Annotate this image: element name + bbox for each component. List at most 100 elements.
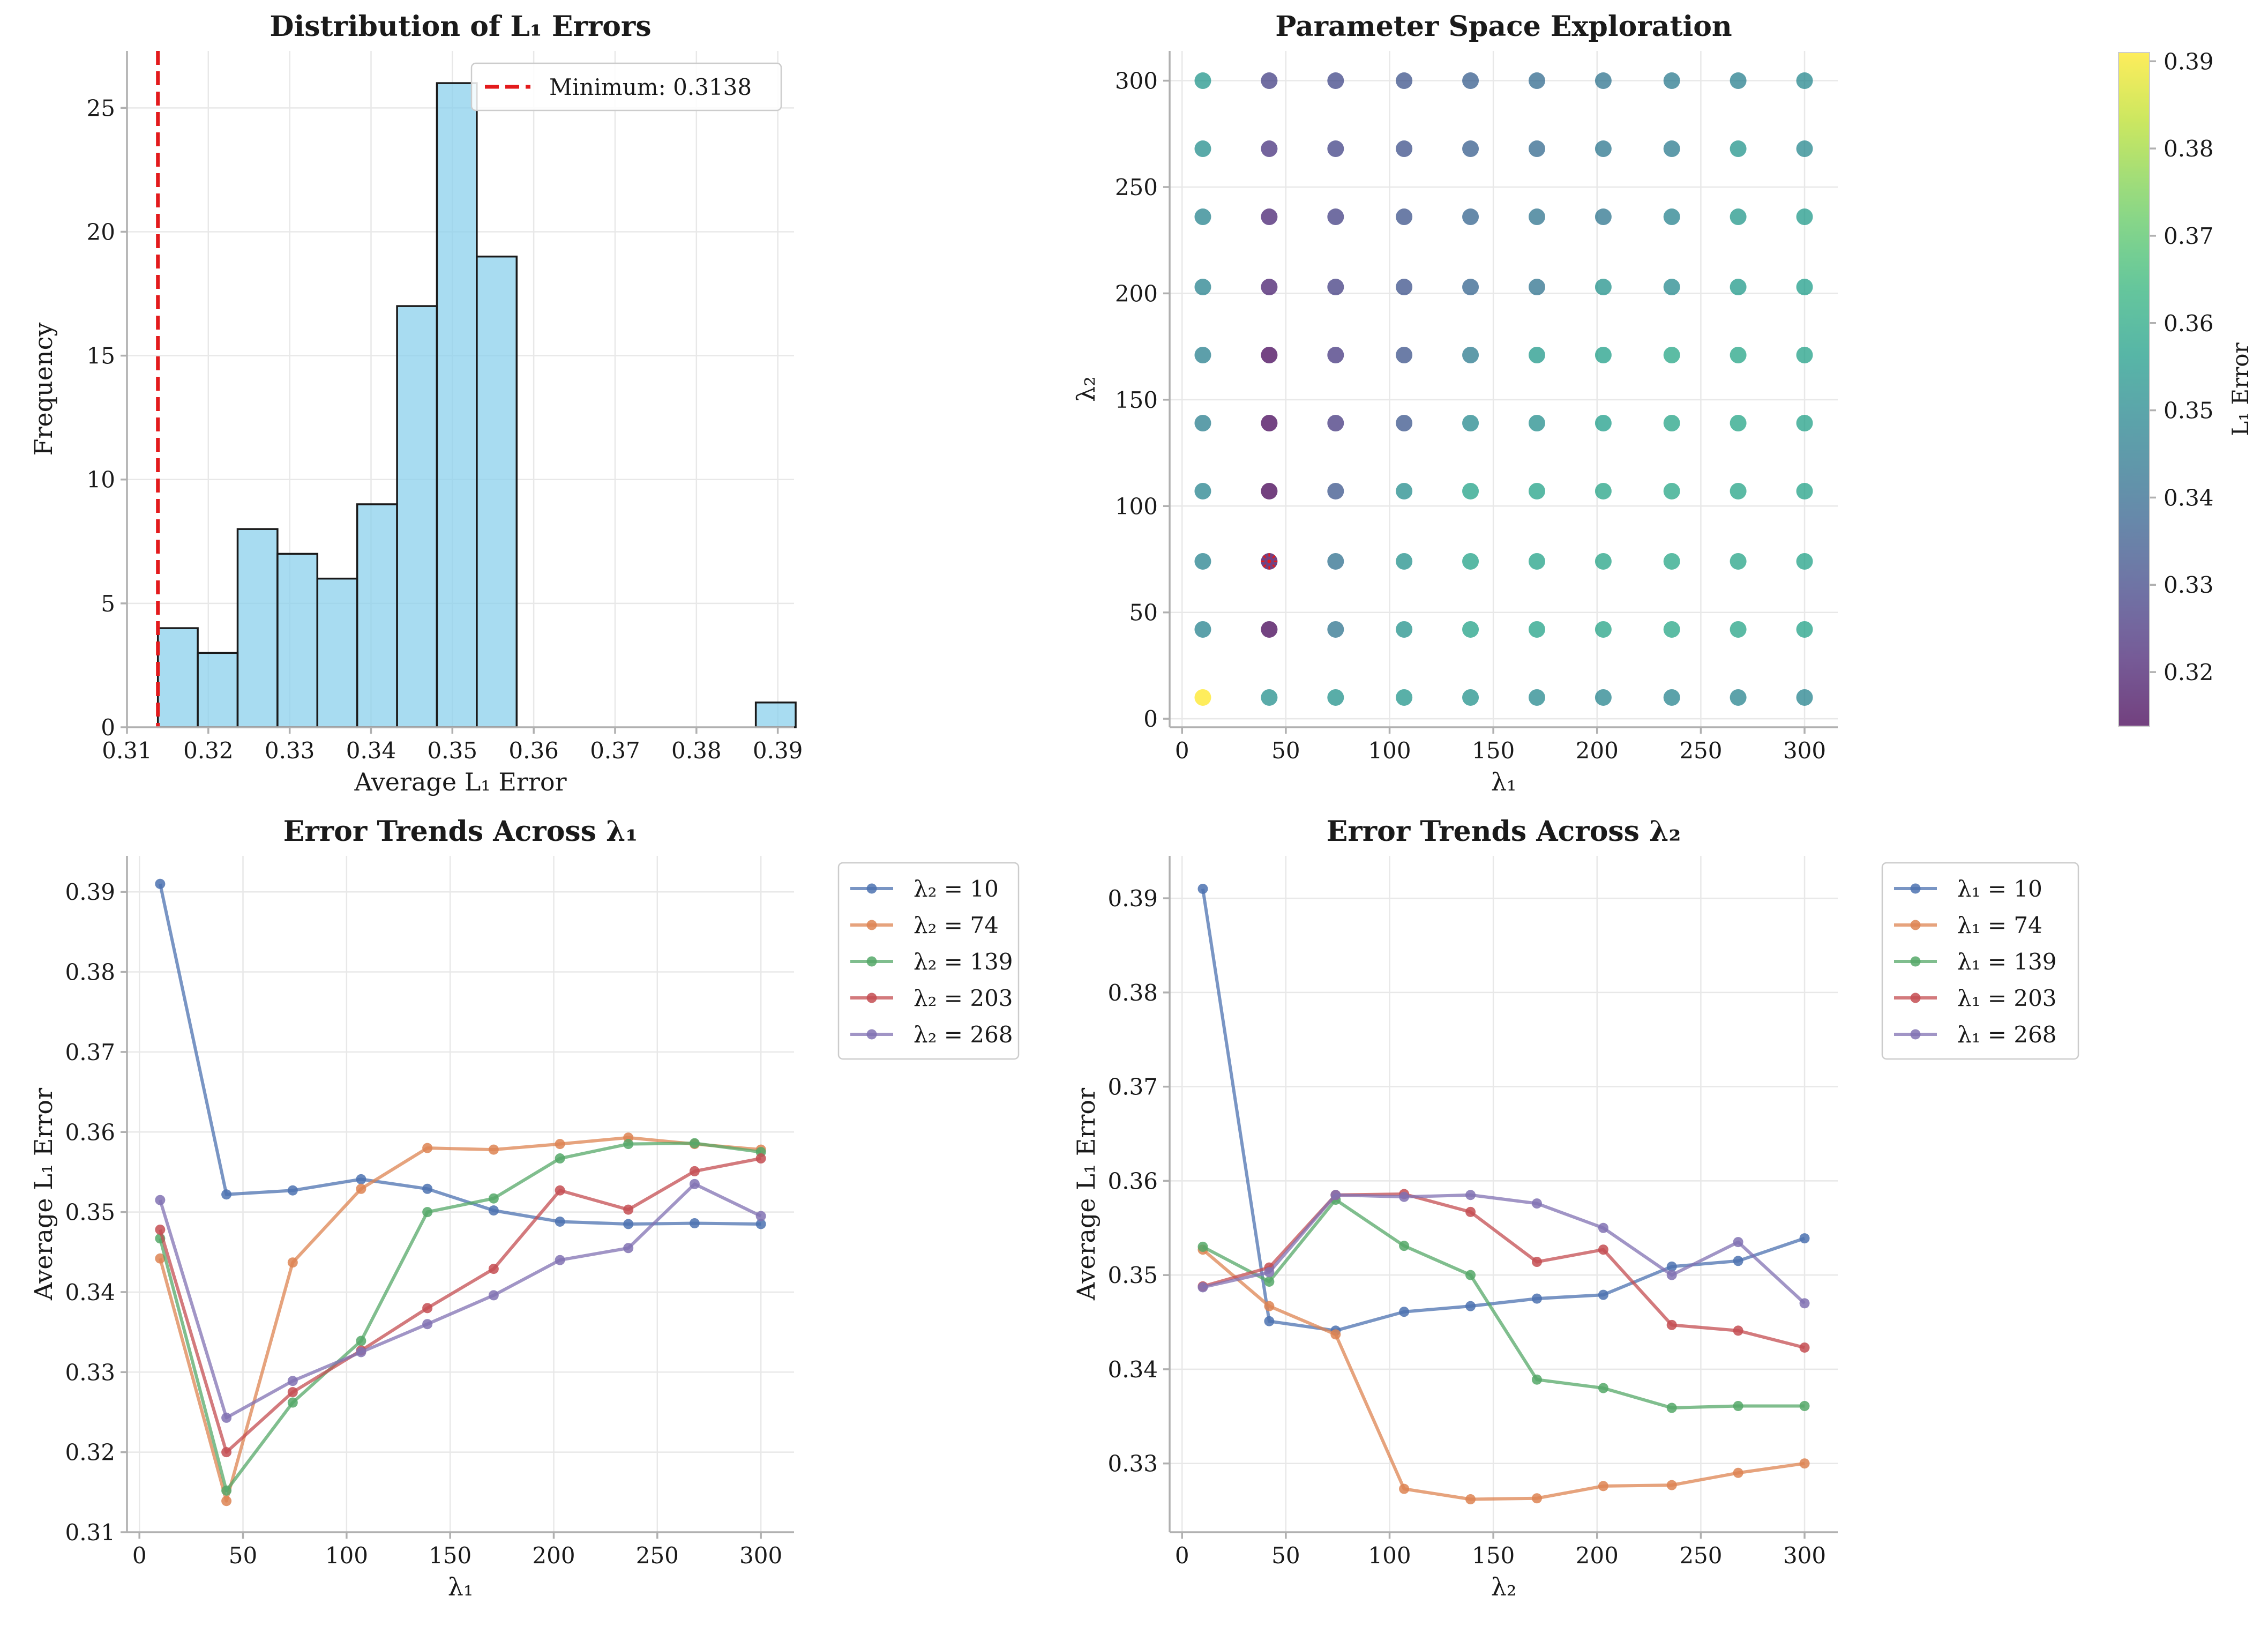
series-point	[623, 1139, 634, 1150]
scatter-point	[1663, 553, 1680, 570]
chart-title: Parameter Space Exploration	[1275, 10, 1732, 43]
scatter-point	[1528, 279, 1545, 296]
scatter-point	[1396, 208, 1413, 226]
y-tick-label: 25	[87, 95, 115, 121]
scatter-point	[1261, 72, 1278, 89]
scatter-point	[1194, 140, 1211, 158]
series-point	[155, 1224, 166, 1235]
series-point	[221, 1447, 232, 1458]
x-tick-label: 50	[1271, 737, 1300, 764]
scatter-point	[1327, 482, 1344, 499]
series-point	[422, 1319, 433, 1330]
series-line	[158, 883, 761, 1226]
series-point	[1733, 1256, 1743, 1266]
minimum-marker-ray	[1272, 555, 1276, 559]
series-point	[287, 1397, 298, 1408]
series-point	[1264, 1276, 1275, 1287]
scatter-point	[1796, 482, 1813, 499]
histogram-bar	[276, 553, 319, 728]
scatter-point	[1327, 279, 1344, 296]
scatter-point	[1528, 621, 1545, 638]
scatter-point	[1528, 140, 1545, 158]
scatter-point	[1327, 553, 1344, 570]
scatter-point	[1194, 347, 1211, 364]
series-point	[1399, 1483, 1410, 1494]
series-point	[221, 1189, 232, 1200]
series-point	[689, 1218, 700, 1229]
scatter-point	[1327, 621, 1344, 638]
series-point	[221, 1496, 232, 1506]
x-tick-label: 0.33	[265, 737, 315, 764]
series-point	[422, 1207, 433, 1218]
scatter-point	[1327, 689, 1344, 706]
legend: λ₁ = 10 λ₁ = 74 λ₁ = 139 λ₁ = 203 λ₁ = 268	[1881, 862, 2079, 1060]
series-point	[1799, 1298, 1810, 1309]
histogram-panel: 0.31 0.32 0.33 0.34 0.35 0.36 0.37 0.38 0.39 0 5 10…	[29, 10, 803, 796]
series-point	[356, 1336, 366, 1346]
histogram-bar	[476, 255, 518, 728]
scatter-point	[1796, 208, 1813, 226]
y-tick-label: 0.37	[1107, 1074, 1158, 1100]
scatter-point	[1327, 414, 1344, 431]
colorbar-tick-label: 0.37	[2164, 223, 2214, 249]
series-point	[356, 1347, 366, 1358]
series-line	[158, 1136, 761, 1503]
y-tick-label: 300	[1115, 68, 1158, 94]
scatter-point	[1194, 689, 1211, 706]
x-tick-label: 200	[532, 1542, 575, 1569]
series-point	[555, 1217, 565, 1227]
series-point	[1465, 1270, 1476, 1280]
series-point	[356, 1183, 366, 1194]
legend-marker-swatch	[1910, 993, 1921, 1003]
scatter-point	[1595, 414, 1612, 431]
scatter-point	[1796, 553, 1813, 570]
x-tick-label: 150	[429, 1542, 471, 1569]
x-tick-label: 300	[739, 1542, 782, 1569]
series-point	[1666, 1261, 1677, 1272]
y-tick-label: 0.31	[65, 1519, 115, 1546]
scatter-point	[1730, 553, 1747, 570]
series-point	[689, 1166, 700, 1176]
x-axis-label: Average L₁ Error	[354, 767, 566, 796]
colorbar-tick-label: 0.33	[2164, 572, 2214, 598]
series-line	[1202, 1193, 1806, 1305]
scatter-point	[1194, 621, 1211, 638]
series-line	[158, 1157, 761, 1454]
chart-title: Distribution of L₁ Errors	[270, 10, 651, 43]
scatter-point	[1462, 414, 1479, 431]
legend-label: λ₁ = 268	[1957, 1021, 2057, 1048]
x-tick-label: 0.38	[671, 737, 722, 764]
series-point	[1264, 1316, 1275, 1326]
scatter-point	[1595, 208, 1612, 226]
series-point	[1465, 1206, 1476, 1217]
scatter-point	[1261, 140, 1278, 158]
x-tick-label: 0.31	[102, 737, 152, 764]
x-tick-label: 100	[1368, 737, 1411, 764]
scatter-point	[1730, 279, 1747, 296]
colorbar-tick-label: 0.32	[2164, 659, 2214, 685]
colorbar-label: L₁ Error	[2227, 342, 2254, 436]
y-tick-label: 0.33	[1107, 1451, 1158, 1477]
y-axis-label: Frequency	[29, 323, 58, 456]
scatter-point	[1595, 621, 1612, 638]
scatter-point	[1261, 347, 1278, 364]
series-point	[689, 1138, 700, 1148]
series-point	[1465, 1190, 1476, 1200]
x-axis-label: λ₂	[1491, 1572, 1517, 1601]
scatter-point	[1595, 72, 1612, 89]
y-tick-label: 0	[1143, 706, 1158, 732]
series-point	[1465, 1301, 1476, 1311]
series-point	[1733, 1237, 1743, 1248]
legend-box	[1881, 862, 2079, 1060]
series-point	[755, 1211, 766, 1221]
minimum-marker-ray	[1272, 564, 1276, 568]
series-point	[1598, 1244, 1608, 1255]
series-point	[488, 1264, 499, 1274]
y-axis-label: Average L₁ Error	[29, 1088, 58, 1301]
legend-label: λ₁ = 139	[1957, 949, 2057, 975]
scatter-point	[1462, 72, 1479, 89]
x-tick-label: 250	[1679, 737, 1722, 764]
scatter-point	[1796, 140, 1813, 158]
scatter-point	[1396, 279, 1413, 296]
series-point	[1598, 1289, 1608, 1300]
